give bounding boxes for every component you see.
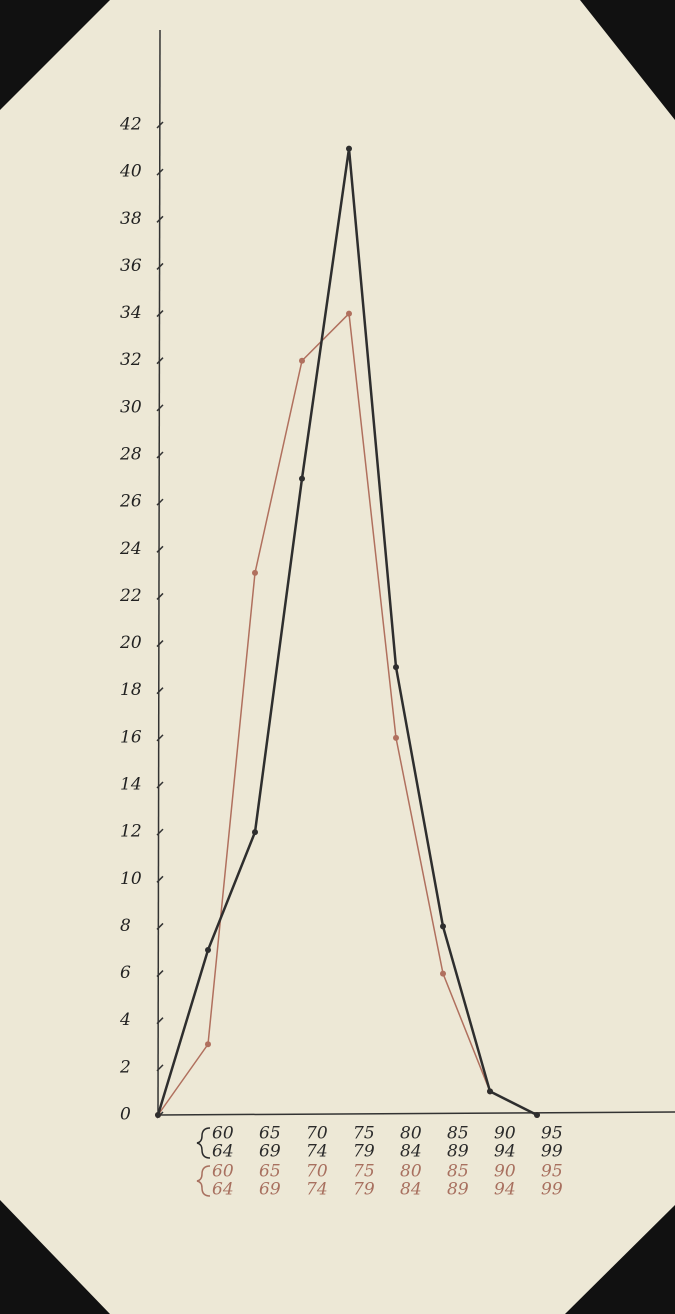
y-tick-label: 32 <box>120 350 142 370</box>
x-tick-label: 69 <box>259 1142 281 1162</box>
y-tick-label: 26 <box>119 492 142 512</box>
y-tick-label: 30 <box>120 397 142 417</box>
x-tick-label: 84 <box>400 1180 422 1200</box>
x-tick-label: 85 <box>447 1162 469 1182</box>
y-tick-label: 8 <box>120 916 131 936</box>
point <box>346 311 352 317</box>
y-tick-label: 0 <box>120 1105 131 1125</box>
x-tick-label: 60 <box>212 1124 234 1144</box>
x-tick-label: 70 <box>306 1162 328 1182</box>
x-tick-label: 60 <box>212 1162 234 1182</box>
point <box>252 570 258 576</box>
x-tick-label: 89 <box>447 1180 469 1200</box>
y-tick-label: 36 <box>120 256 142 276</box>
y-tick-label: 34 <box>120 303 142 323</box>
x-tick-label: 99 <box>541 1142 563 1162</box>
x-tick-label: 80 <box>400 1162 422 1182</box>
y-tick-label: 16 <box>120 727 142 747</box>
x-tick-label: 89 <box>447 1142 469 1162</box>
x-tick-label: 70 <box>306 1124 328 1144</box>
x-tick-label: 94 <box>494 1180 516 1200</box>
x-tick-label: 99 <box>541 1180 563 1200</box>
y-tick-label: 24 <box>119 539 142 559</box>
point <box>440 971 446 977</box>
x-tick-label: 64 <box>212 1180 234 1200</box>
point <box>205 947 211 953</box>
point <box>299 476 305 482</box>
y-tick-label: 14 <box>120 775 142 795</box>
point <box>155 1112 161 1118</box>
point <box>487 1088 493 1094</box>
point <box>534 1112 540 1118</box>
point <box>205 1041 211 1047</box>
x-tick-label: 69 <box>259 1180 281 1200</box>
y-tick-label: 22 <box>119 586 142 606</box>
x-tick-label: 90 <box>494 1124 516 1144</box>
point <box>393 735 399 741</box>
point <box>440 923 446 929</box>
x-tick-label: 84 <box>400 1142 422 1162</box>
y-tick-label: 2 <box>119 1057 131 1077</box>
y-tick-label: 42 <box>119 115 142 135</box>
y-tick-label: 10 <box>120 869 142 889</box>
x-tick-label: 75 <box>353 1162 375 1182</box>
x-tick-label: 79 <box>353 1142 375 1162</box>
y-tick-label: 12 <box>120 822 142 842</box>
chart: 0246810121416182022242628303234363840426… <box>0 0 675 1314</box>
y-tick-label: 18 <box>120 680 142 700</box>
y-tick-label: 20 <box>119 633 142 653</box>
y-tick-label: 40 <box>119 162 142 182</box>
point <box>252 829 258 835</box>
x-tick-label: 79 <box>353 1180 375 1200</box>
y-tick-label: 28 <box>119 445 142 465</box>
x-tick-label: 90 <box>494 1162 516 1182</box>
paper <box>0 0 675 1314</box>
x-tick-label: 64 <box>212 1142 234 1162</box>
x-tick-label: 95 <box>541 1162 563 1182</box>
x-tick-label: 94 <box>494 1142 516 1162</box>
page: {"chart_data": {"type": "line", "categor… <box>0 0 675 1314</box>
x-tick-label: 74 <box>306 1180 328 1200</box>
x-tick-label: 80 <box>400 1124 422 1144</box>
y-tick-label: 38 <box>120 209 142 229</box>
point <box>393 664 399 670</box>
x-tick-label: 85 <box>447 1124 469 1144</box>
y-tick-label: 6 <box>120 963 131 983</box>
x-tick-label: 65 <box>259 1124 281 1144</box>
point <box>346 146 352 152</box>
x-tick-label: 65 <box>259 1162 281 1182</box>
y-tick-label: 4 <box>119 1010 131 1030</box>
x-tick-label: 74 <box>306 1142 328 1162</box>
point <box>299 358 305 364</box>
x-tick-label: 75 <box>353 1124 375 1144</box>
x-tick-label: 95 <box>541 1124 563 1144</box>
